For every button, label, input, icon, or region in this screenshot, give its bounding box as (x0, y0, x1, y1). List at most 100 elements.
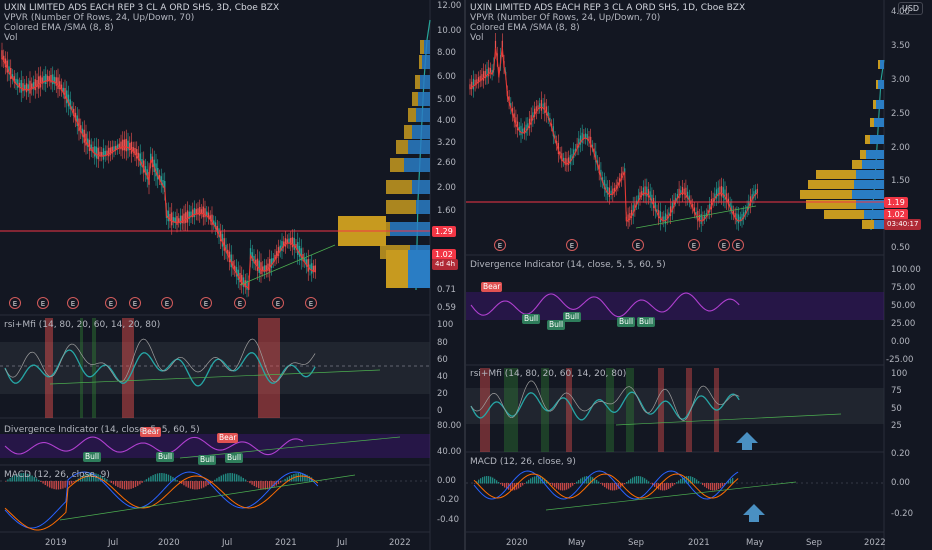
left-rsi-title[interactable]: rsi+Mfi (14, 80, 20, 60, 14, 20, 80) (4, 320, 161, 330)
earnings-badge[interactable]: E (129, 297, 141, 309)
time-tick: May (568, 538, 586, 548)
macd-histogram-bar (686, 476, 688, 484)
right-rsi-title[interactable]: rsi+Mfi (14, 80, 20, 60, 14, 20, 80) (470, 369, 627, 379)
left-macd-title[interactable]: MACD (12, 26, close, 9) (4, 470, 110, 480)
candle-body (644, 186, 646, 196)
candle-body (734, 213, 736, 219)
candle-body (547, 111, 549, 118)
right-macd-title[interactable]: MACD (12, 26, close, 9) (470, 457, 576, 467)
left-chart-canvas[interactable] (0, 0, 464, 550)
candle-body (115, 145, 117, 150)
right-chart-canvas[interactable] (466, 0, 932, 550)
right-ema-label[interactable]: Colored EMA /SMA (8, 8) (470, 23, 580, 33)
right-vol-label[interactable]: Vol (470, 33, 484, 43)
macd-histogram-bar (712, 483, 714, 491)
right-vpvr-label[interactable]: VPVR (Number Of Rows, 24, Up/Down, 70) (470, 13, 661, 23)
macd-trendline (59, 474, 356, 521)
macd-histogram-bar (22, 473, 24, 482)
candle-body (24, 84, 26, 91)
currency-button[interactable]: USD (898, 2, 924, 15)
earnings-badge[interactable]: E (732, 239, 744, 251)
macd-histogram-bar (82, 475, 84, 482)
earnings-badge[interactable]: E (272, 297, 284, 309)
candle-body (235, 266, 238, 277)
candle-body (132, 147, 134, 152)
candle-body (743, 212, 745, 219)
left-ema-label[interactable]: Colored EMA /SMA (8, 8) (4, 23, 114, 33)
macd-histogram-bar (640, 476, 642, 484)
candle-body (629, 213, 631, 221)
left-rsi-tick: 100 (437, 320, 454, 330)
right-rsi-tick: 50 (891, 404, 902, 414)
candle-body (143, 160, 145, 173)
earnings-badge[interactable]: E (200, 297, 212, 309)
macd-histogram-bar (71, 481, 73, 484)
macd-histogram-bar (132, 481, 134, 489)
earnings-badge[interactable]: E (161, 297, 173, 309)
earnings-badge[interactable]: E (105, 297, 117, 309)
left-chart[interactable]: UXIN LIMITED ADS EACH REP 3 CL A ORD SHS… (0, 0, 464, 550)
macd-histogram-bar (498, 482, 500, 484)
earnings-badge[interactable]: E (632, 239, 644, 251)
volume-profile-down (873, 100, 876, 109)
bull-label: Bull (547, 320, 566, 330)
chart-divider[interactable] (464, 0, 466, 550)
candle-body (169, 213, 171, 222)
macd-histogram-bar (24, 473, 27, 482)
macd-histogram-bar (64, 481, 66, 488)
macd-histogram-bar (244, 479, 247, 482)
candle-body (106, 150, 108, 156)
candle-body (242, 277, 245, 287)
candle-body (562, 157, 565, 162)
right-div-tick: 100.00 (891, 265, 921, 275)
macd-histogram-bar (664, 483, 666, 491)
macd-histogram-bar (516, 483, 518, 490)
candle-body (90, 144, 92, 151)
macd-histogram-bar (588, 476, 590, 484)
candle-body (167, 210, 169, 222)
candle-body (724, 189, 726, 201)
earnings-badge[interactable]: E (9, 297, 21, 309)
earnings-badge[interactable]: E (305, 297, 317, 309)
candle-body (25, 83, 28, 93)
rsi-band (0, 342, 430, 394)
earnings-badge[interactable]: E (37, 297, 49, 309)
candle-body (732, 210, 735, 216)
candle-body (6, 60, 8, 73)
rsi-zone (626, 368, 634, 452)
right-divergence-title[interactable]: Divergence Indicator (14, close, 5, 5, 6… (470, 260, 666, 270)
macd-histogram-bar (586, 476, 588, 484)
volume-profile-down (852, 160, 862, 169)
candle-body (186, 210, 189, 223)
candle-body (179, 215, 182, 225)
candle-body (736, 213, 738, 223)
macd-histogram-bar (141, 481, 143, 483)
macd-histogram-bar (249, 481, 251, 484)
earnings-badge[interactable]: E (67, 297, 79, 309)
earnings-badge[interactable]: E (688, 239, 700, 251)
candle-body (666, 214, 668, 220)
macd-histogram-bar (552, 483, 554, 486)
candle-body (52, 74, 54, 85)
macd-histogram-bar (251, 481, 253, 485)
left-rsi-tick: 80 (437, 338, 448, 348)
macd-histogram-bar (196, 481, 198, 490)
volume-profile-up (412, 180, 430, 194)
earnings-badge[interactable]: E (234, 297, 246, 309)
volume-profile-down (415, 75, 420, 89)
rsi-zone (504, 368, 518, 452)
macd-histogram-bar (600, 483, 602, 484)
left-divergence-title[interactable]: Divergence Indicator (14, close, 5, 5, 6… (4, 425, 200, 435)
candle-body (244, 280, 246, 288)
left-vpvr-label[interactable]: VPVR (Number Of Rows, 24, Up/Down, 70) (4, 13, 195, 23)
right-rsi-tick: 25 (891, 421, 902, 431)
macd-histogram-bar (616, 483, 618, 490)
left-vol-label[interactable]: Vol (4, 33, 18, 43)
earnings-badge[interactable]: E (566, 239, 578, 251)
earnings-badge[interactable]: E (718, 239, 730, 251)
candle-body (92, 147, 94, 153)
earnings-badge[interactable]: E (494, 239, 506, 251)
macd-histogram-bar (482, 477, 484, 484)
right-chart[interactable]: UXIN LIMITED ADS EACH REP 3 CL A ORD SHS… (466, 0, 932, 550)
right-macd-tick: 0.00 (891, 478, 910, 488)
